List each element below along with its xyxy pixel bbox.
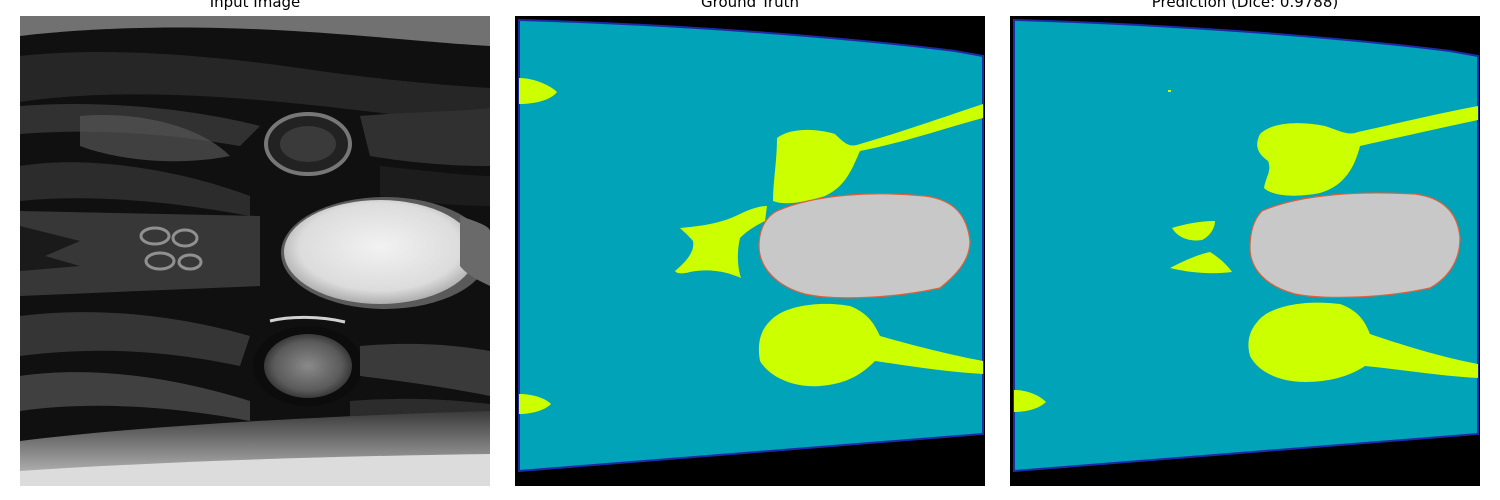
input-image-title: Input Image bbox=[209, 0, 301, 11]
input-mri-image bbox=[20, 16, 490, 486]
ground-truth-panel: Ground Truth bbox=[515, 0, 985, 486]
target-region bbox=[1249, 192, 1461, 298]
ground-truth-mask bbox=[515, 16, 985, 486]
prediction-panel: Prediction (Dice: 0.9788) bbox=[1010, 0, 1480, 486]
ground-truth-title: Ground Truth bbox=[701, 0, 799, 11]
prediction-title: Prediction (Dice: 0.9788) bbox=[1151, 0, 1339, 11]
input-image-panel: Input Image bbox=[20, 0, 490, 486]
prediction-mask bbox=[1010, 16, 1480, 486]
target-region bbox=[758, 193, 971, 299]
